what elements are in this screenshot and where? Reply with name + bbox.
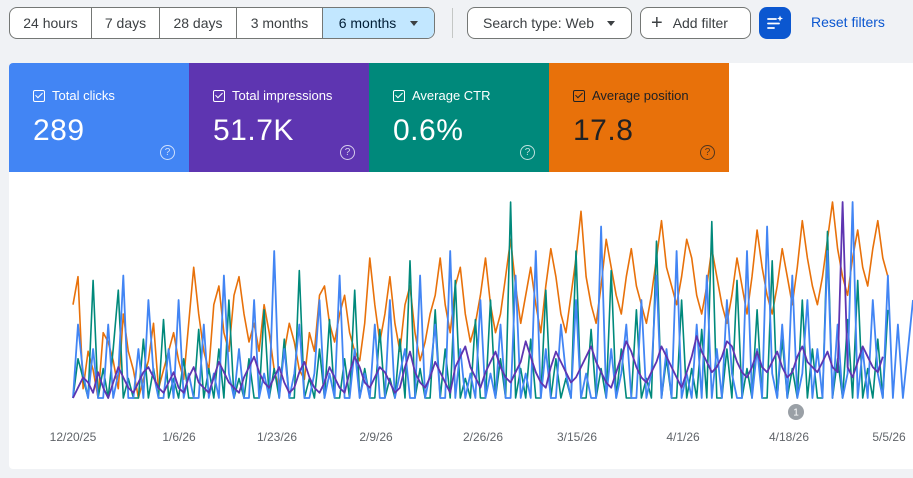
x-tick-label: 1/6/26 bbox=[162, 430, 196, 444]
range-7-days[interactable]: 7 days bbox=[92, 8, 160, 38]
annotation-label: 1 bbox=[793, 408, 799, 419]
x-tick-label: 2/9/26 bbox=[359, 430, 393, 444]
metric-label-text: Average CTR bbox=[412, 88, 491, 103]
checkbox-icon bbox=[213, 89, 225, 102]
range-24-hours[interactable]: 24 hours bbox=[10, 8, 92, 38]
metric-value: 0.6% bbox=[393, 114, 464, 147]
range-28-days[interactable]: 28 days bbox=[160, 8, 237, 38]
checkbox-icon bbox=[33, 89, 45, 102]
performance-card: Total clicks 289 ? Total impressions 51.… bbox=[9, 63, 913, 469]
help-icon[interactable]: ? bbox=[700, 145, 715, 160]
x-tick-label: 12/20/25 bbox=[50, 430, 97, 444]
metric-label: Average CTR bbox=[393, 88, 491, 103]
add-filter-button[interactable]: + Add filter bbox=[640, 7, 751, 39]
metric-value: 289 bbox=[33, 114, 85, 147]
chevron-down-icon bbox=[410, 20, 419, 26]
x-tick-label: 5/5/26 bbox=[872, 430, 906, 444]
metric-label-text: Average position bbox=[592, 88, 689, 103]
metric-value: 51.7K bbox=[213, 114, 294, 147]
metric-label: Total clicks bbox=[33, 88, 115, 103]
series-line-total-impressions bbox=[72, 201, 884, 399]
help-icon[interactable]: ? bbox=[340, 145, 355, 160]
range-3-months[interactable]: 3 months bbox=[237, 8, 323, 38]
date-range-selector: 24 hours 7 days 28 days 3 months 6 month… bbox=[9, 7, 435, 39]
reset-filters-link[interactable]: Reset filters bbox=[811, 14, 885, 30]
metric-label-text: Total clicks bbox=[52, 88, 115, 103]
help-icon[interactable]: ? bbox=[520, 145, 535, 160]
series-line-total-clicks bbox=[72, 201, 913, 399]
metric-average-position[interactable]: Average position 17.8 ? bbox=[549, 63, 729, 172]
search-type-dropdown[interactable]: Search type: Web bbox=[467, 7, 632, 39]
metric-label-text: Total impressions bbox=[232, 88, 333, 103]
toolbar: 24 hours 7 days 28 days 3 months 6 month… bbox=[0, 0, 913, 50]
help-icon[interactable]: ? bbox=[160, 145, 175, 160]
annotation-marker[interactable]: 1 bbox=[788, 404, 804, 420]
x-tick-label: 3/15/26 bbox=[557, 430, 597, 444]
range-6-months-label: 6 months bbox=[338, 15, 397, 31]
metric-label: Average position bbox=[573, 88, 689, 103]
metric-average-ctr[interactable]: Average CTR 0.6% ? bbox=[369, 63, 549, 172]
x-tick-label: 4/18/26 bbox=[769, 430, 809, 444]
metric-label: Total impressions bbox=[213, 88, 332, 103]
metric-total-clicks[interactable]: Total clicks 289 ? bbox=[9, 63, 189, 172]
toolbar-divider bbox=[452, 8, 453, 38]
checkbox-icon bbox=[393, 89, 405, 102]
x-tick-label: 4/1/26 bbox=[666, 430, 700, 444]
search-type-label: Search type: Web bbox=[483, 15, 595, 31]
filter-sparkle-button[interactable] bbox=[759, 7, 791, 39]
x-tick-label: 1/23/26 bbox=[257, 430, 297, 444]
plus-icon: + bbox=[651, 12, 663, 34]
metric-value: 17.8 bbox=[573, 114, 634, 147]
chevron-down-icon bbox=[607, 20, 616, 26]
add-filter-label: Add filter bbox=[672, 15, 728, 31]
checkbox-icon bbox=[573, 89, 585, 102]
performance-chart: 12/20/25 1/6/26 1/23/26 2/9/26 2/26/26 3/15/2… bbox=[50, 201, 913, 444]
filter-sparkle-icon bbox=[767, 15, 783, 29]
range-6-months[interactable]: 6 months bbox=[323, 8, 434, 38]
x-tick-label: 2/26/26 bbox=[463, 430, 503, 444]
metric-total-impressions[interactable]: Total impressions 51.7K ? bbox=[189, 63, 369, 172]
